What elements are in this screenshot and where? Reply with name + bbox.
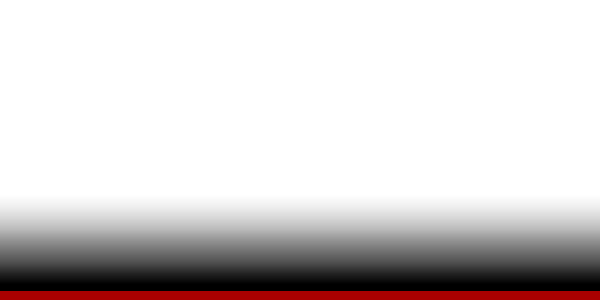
Bar [35,176,59,260]
Bar [520,78,543,260]
Text: 5.0: 5.0 [560,48,577,58]
Y-axis label: Market Value in USD Billion: Market Value in USD Billion [11,73,21,224]
Bar [110,150,133,260]
Bar [334,116,356,260]
Bar [371,110,394,260]
Bar [296,121,319,260]
Title: Carpal Tunnel Release System Market: Carpal Tunnel Release System Market [151,11,464,29]
Bar [222,132,245,260]
Bar [148,145,170,260]
Bar [408,104,431,260]
Bar [482,89,505,260]
Bar [259,125,282,260]
Bar [445,96,468,260]
Text: 2.75: 2.75 [109,138,134,148]
Bar [185,138,208,260]
Bar [557,60,580,260]
Bar [73,172,96,260]
Text: 2.89: 2.89 [146,132,172,142]
